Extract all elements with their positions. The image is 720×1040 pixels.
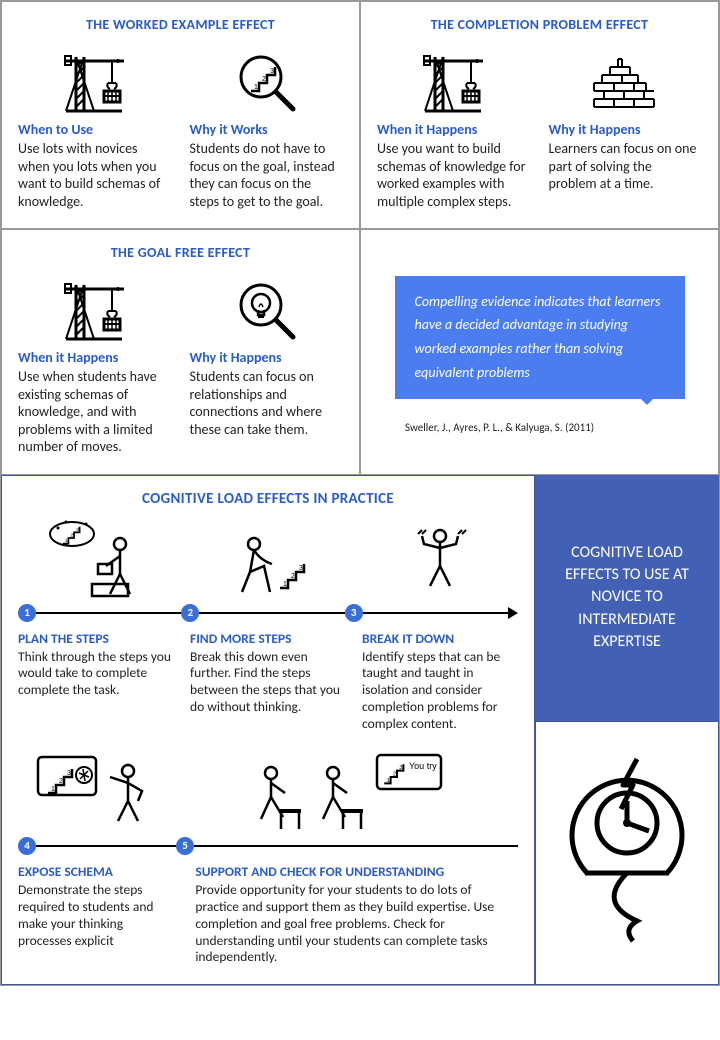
step-body: Think through the steps you would take t… xyxy=(18,649,174,700)
step-badge: 4 xyxy=(18,837,36,855)
step-badge: 5 xyxy=(176,837,194,855)
panel-goal-free: THE GOAL FREE EFFECT When it Happens Use… xyxy=(1,229,360,475)
step-body: Demonstrate the steps required to studen… xyxy=(18,882,179,950)
step-head: EXPOSE SCHEMA xyxy=(18,863,179,880)
crane-icon xyxy=(377,43,531,121)
crane-icon xyxy=(18,43,172,121)
step-1 xyxy=(18,514,174,598)
pair-work-icon: You try xyxy=(195,747,518,831)
headgear-icon xyxy=(535,721,719,986)
step-body: Break this down even further. Find the s… xyxy=(190,649,346,717)
arrow-icon xyxy=(508,607,518,619)
teacher-icon xyxy=(18,747,179,831)
quote-box: Compelling evidence indicates that learn… xyxy=(395,276,685,399)
step-body: Provide opportunity for your students to… xyxy=(195,882,518,966)
step-body: Identify steps that can be taught and ta… xyxy=(362,649,518,733)
panel-completion-problem: THE COMPLETION PROBLEM EFFECT When it Ha… xyxy=(360,1,719,229)
magnifier-bulb-icon xyxy=(190,271,344,349)
subhead: When it Happens xyxy=(18,349,172,366)
step-5: You try xyxy=(195,747,518,831)
step-head: PLAN THE STEPS xyxy=(18,630,174,647)
panel-title: THE COMPLETION PROBLEM EFFECT xyxy=(377,16,702,33)
body-text: Use lots with novices when you lots when… xyxy=(18,140,172,210)
panel-quote: Compelling evidence indicates that learn… xyxy=(360,229,719,475)
step-badge: 3 xyxy=(345,604,363,622)
subhead: Why it Works xyxy=(190,121,344,138)
subhead: When to Use xyxy=(18,121,172,138)
body-text: Use when students have existing schemas … xyxy=(18,368,172,456)
subhead: Why it Happens xyxy=(190,349,344,366)
step-4 xyxy=(18,747,179,831)
practice-sidebar: COGNITIVE LOAD EFFECTS TO USE AT NOVICE … xyxy=(535,475,719,986)
step-head: BREAK IT DOWN xyxy=(362,630,518,647)
shrug-icon xyxy=(362,514,518,598)
side-title: COGNITIVE LOAD EFFECTS TO USE AT NOVICE … xyxy=(535,475,719,721)
step-head: SUPPORT AND CHECK FOR UNDERSTANDING xyxy=(195,863,518,880)
body-text: Learners can focus on one part of solvin… xyxy=(549,140,703,193)
kneeling-icon xyxy=(190,514,346,598)
step-3 xyxy=(362,514,518,598)
subhead: Why it Happens xyxy=(549,121,703,138)
brickwall-icon xyxy=(549,43,703,121)
panel-worked-example: THE WORKED EXAMPLE EFFECT When to Use Us… xyxy=(1,1,360,229)
subhead: When it Happens xyxy=(377,121,531,138)
step-2 xyxy=(190,514,346,598)
practice-section: COGNITIVE LOAD EFFECTS IN PRACTICE xyxy=(1,475,719,986)
body-text: Students do not have to focus on the goa… xyxy=(190,140,344,210)
step-badge: 1 xyxy=(18,604,36,622)
body-text: Students can focus on relationships and … xyxy=(190,368,344,438)
step-head: FIND MORE STEPS xyxy=(190,630,346,647)
practice-title: COGNITIVE LOAD EFFECTS IN PRACTICE xyxy=(18,490,518,508)
magnifier-stairs-icon xyxy=(190,43,344,121)
body-text: Use you want to build schemas of knowled… xyxy=(377,140,531,210)
svg-text:You try: You try xyxy=(409,761,437,771)
timeline-row-1: 1 2 3 xyxy=(18,604,518,622)
crane-icon xyxy=(18,271,172,349)
timeline-row-2: 4 5 xyxy=(18,837,518,855)
panel-title: THE WORKED EXAMPLE EFFECT xyxy=(18,16,343,33)
thinker-icon xyxy=(18,514,174,598)
panel-title: THE GOAL FREE EFFECT xyxy=(18,244,343,261)
step-badge: 2 xyxy=(181,604,199,622)
quote-citation: Sweller, J., Ayres, P. L., & Kalyuga, S.… xyxy=(405,421,594,434)
effects-grid: THE WORKED EXAMPLE EFFECT When to Use Us… xyxy=(1,1,719,475)
